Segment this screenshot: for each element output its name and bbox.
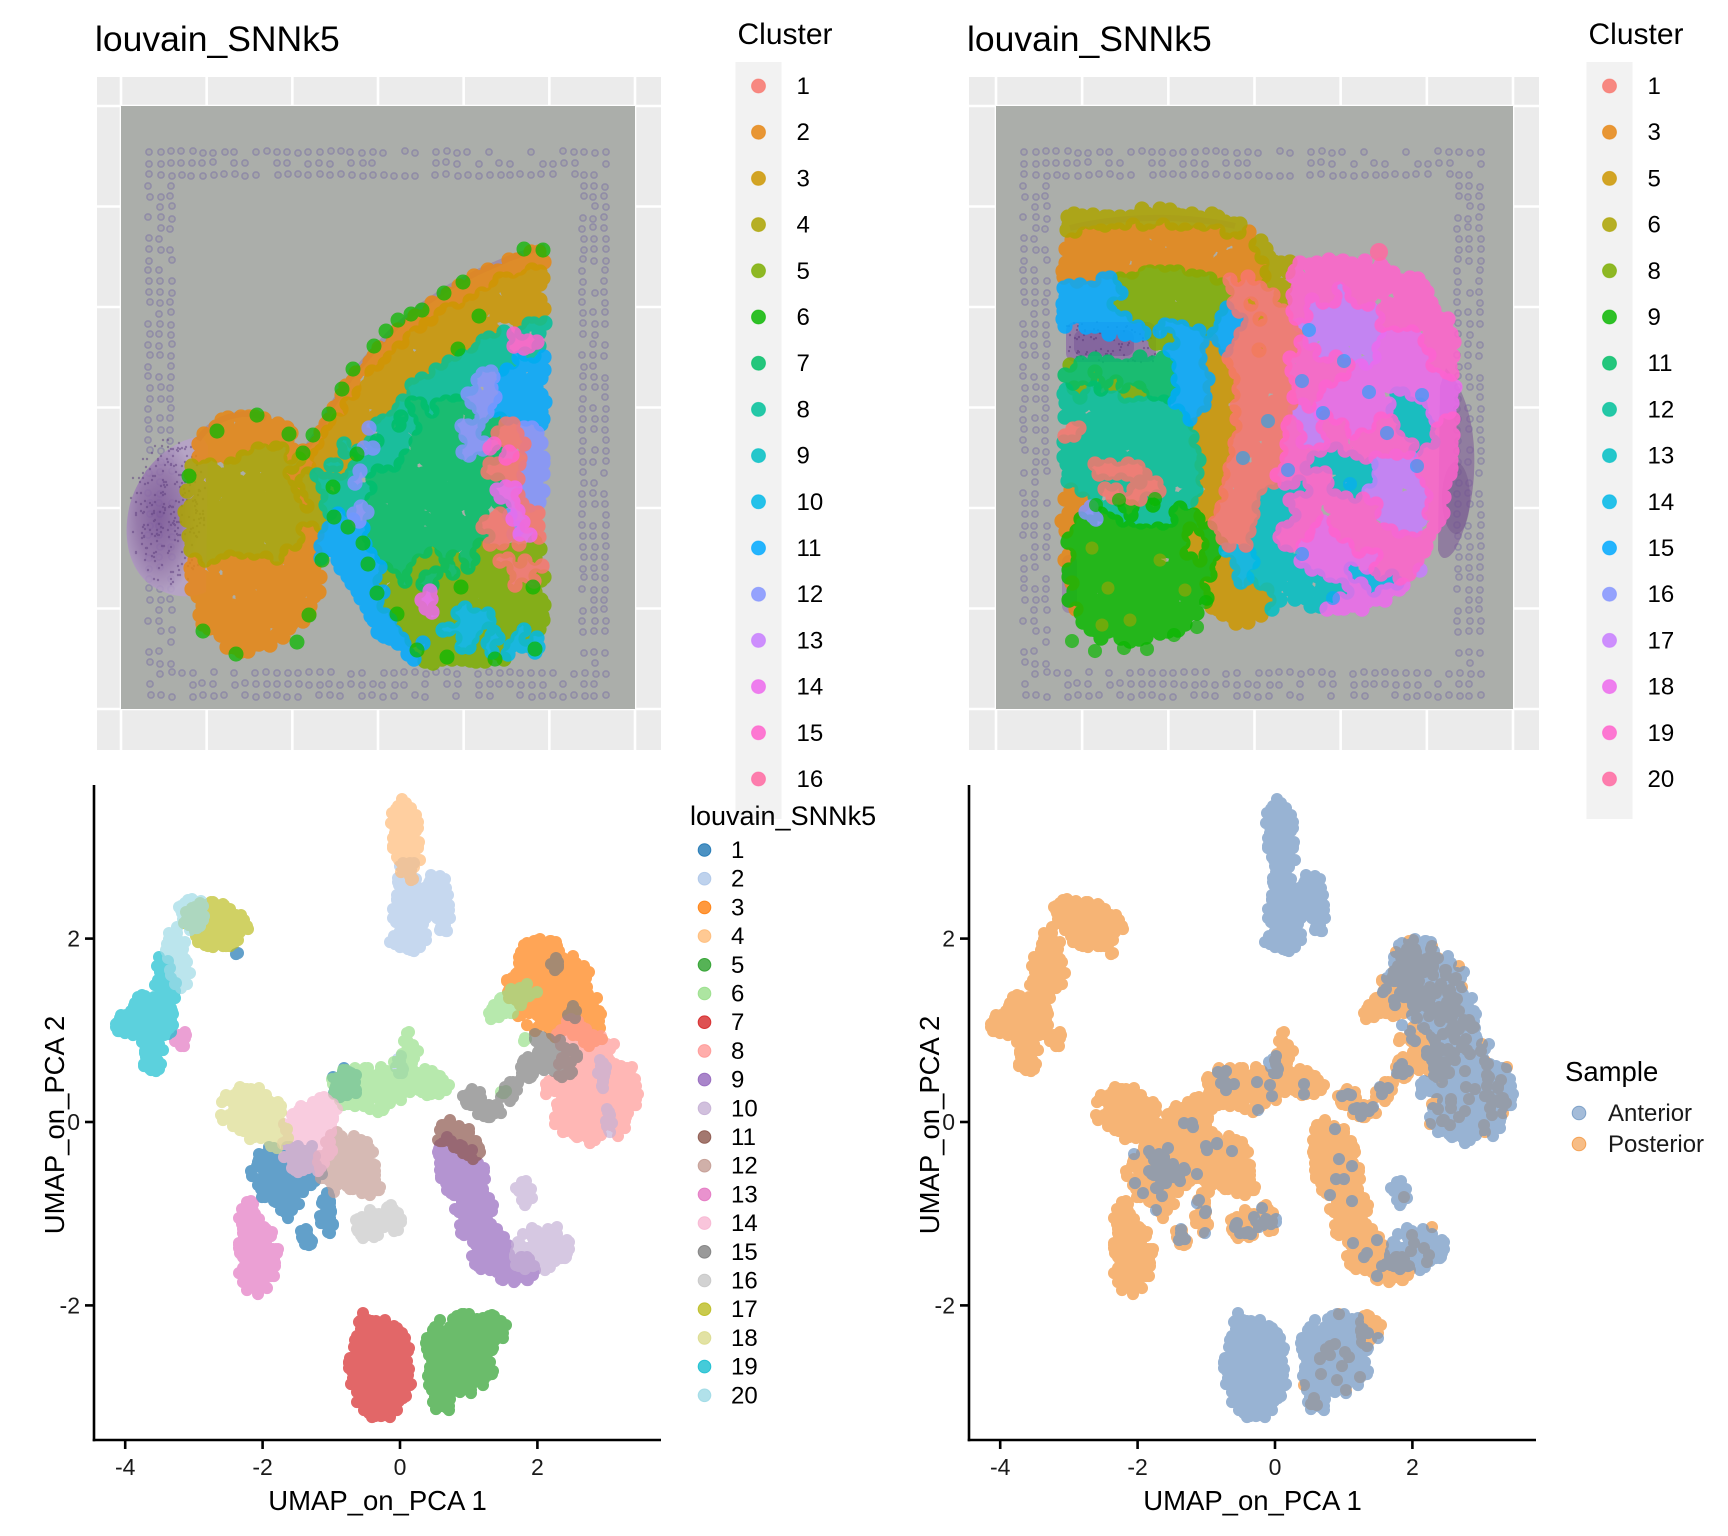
svg-text:2: 2 xyxy=(67,926,80,952)
svg-text:16: 16 xyxy=(797,766,824,793)
svg-text:0: 0 xyxy=(942,1109,955,1135)
svg-text:3: 3 xyxy=(1648,119,1661,146)
svg-text:13: 13 xyxy=(797,627,824,654)
svg-text:1: 1 xyxy=(1648,73,1661,100)
svg-text:0: 0 xyxy=(1269,1454,1282,1480)
svg-text:16: 16 xyxy=(731,1268,758,1295)
svg-text:11: 11 xyxy=(731,1124,756,1151)
svg-text:UMAP_on_PCA 2: UMAP_on_PCA 2 xyxy=(39,1016,70,1235)
svg-text:2: 2 xyxy=(942,926,955,952)
svg-text:louvain_SNNk5: louvain_SNNk5 xyxy=(95,19,340,59)
svg-text:UMAP_on_PCA 1: UMAP_on_PCA 1 xyxy=(1143,1485,1362,1516)
svg-text:12: 12 xyxy=(731,1153,758,1180)
svg-text:19: 19 xyxy=(731,1354,758,1381)
svg-text:6: 6 xyxy=(797,304,810,331)
svg-text:14: 14 xyxy=(731,1210,758,1237)
svg-text:4: 4 xyxy=(731,923,744,950)
svg-text:9: 9 xyxy=(797,443,810,470)
svg-text:UMAP_on_PCA 1: UMAP_on_PCA 1 xyxy=(268,1485,487,1516)
svg-text:8: 8 xyxy=(1648,258,1661,285)
svg-text:Posterior: Posterior xyxy=(1608,1131,1704,1158)
svg-text:15: 15 xyxy=(731,1239,758,1266)
svg-text:0: 0 xyxy=(67,1109,80,1135)
svg-text:0: 0 xyxy=(394,1454,407,1480)
svg-text:Cluster: Cluster xyxy=(738,18,833,51)
svg-text:3: 3 xyxy=(731,894,744,921)
svg-text:4: 4 xyxy=(797,212,810,239)
svg-text:11: 11 xyxy=(1648,350,1673,377)
svg-text:19: 19 xyxy=(1648,720,1675,747)
svg-text:2: 2 xyxy=(797,119,810,146)
svg-text:6: 6 xyxy=(1648,212,1661,239)
svg-text:11: 11 xyxy=(797,535,822,562)
svg-text:20: 20 xyxy=(1648,766,1675,793)
svg-text:-4: -4 xyxy=(115,1454,136,1480)
svg-text:Anterior: Anterior xyxy=(1608,1100,1692,1127)
svg-text:louvain_SNNk5: louvain_SNNk5 xyxy=(690,801,876,831)
svg-text:8: 8 xyxy=(731,1038,744,1065)
svg-text:2: 2 xyxy=(1406,1454,1419,1480)
svg-text:2: 2 xyxy=(731,866,744,893)
svg-text:5: 5 xyxy=(797,258,810,285)
svg-text:UMAP_on_PCA 2: UMAP_on_PCA 2 xyxy=(914,1016,945,1235)
svg-text:-2: -2 xyxy=(1127,1454,1147,1480)
svg-text:17: 17 xyxy=(1648,627,1675,654)
svg-text:2: 2 xyxy=(531,1454,544,1480)
svg-text:5: 5 xyxy=(1648,165,1661,192)
svg-text:15: 15 xyxy=(797,720,824,747)
svg-text:8: 8 xyxy=(797,396,810,423)
svg-text:7: 7 xyxy=(797,350,810,377)
svg-text:12: 12 xyxy=(797,581,824,608)
svg-text:17: 17 xyxy=(731,1296,758,1323)
svg-text:18: 18 xyxy=(731,1325,758,1352)
svg-text:20: 20 xyxy=(731,1382,758,1409)
svg-text:louvain_SNNk5: louvain_SNNk5 xyxy=(967,19,1212,59)
svg-text:-2: -2 xyxy=(60,1292,80,1318)
svg-text:-2: -2 xyxy=(935,1292,955,1318)
svg-text:9: 9 xyxy=(1648,304,1661,331)
svg-text:18: 18 xyxy=(1648,674,1675,701)
svg-text:-2: -2 xyxy=(252,1454,272,1480)
svg-text:14: 14 xyxy=(797,674,824,701)
svg-text:Cluster: Cluster xyxy=(1589,18,1684,51)
svg-text:7: 7 xyxy=(731,1009,744,1036)
svg-text:16: 16 xyxy=(1648,581,1675,608)
svg-text:10: 10 xyxy=(797,489,824,516)
svg-text:3: 3 xyxy=(797,165,810,192)
svg-text:-4: -4 xyxy=(990,1454,1011,1480)
svg-text:1: 1 xyxy=(797,73,810,100)
svg-text:10: 10 xyxy=(731,1095,758,1122)
svg-text:12: 12 xyxy=(1648,396,1675,423)
svg-text:14: 14 xyxy=(1648,489,1675,516)
svg-text:13: 13 xyxy=(1648,443,1675,470)
svg-text:15: 15 xyxy=(1648,535,1675,562)
svg-text:9: 9 xyxy=(731,1067,744,1094)
svg-text:1: 1 xyxy=(731,837,744,864)
svg-text:13: 13 xyxy=(731,1181,758,1208)
svg-text:Sample: Sample xyxy=(1565,1056,1658,1087)
svg-text:5: 5 xyxy=(731,952,744,979)
svg-text:6: 6 xyxy=(731,981,744,1008)
